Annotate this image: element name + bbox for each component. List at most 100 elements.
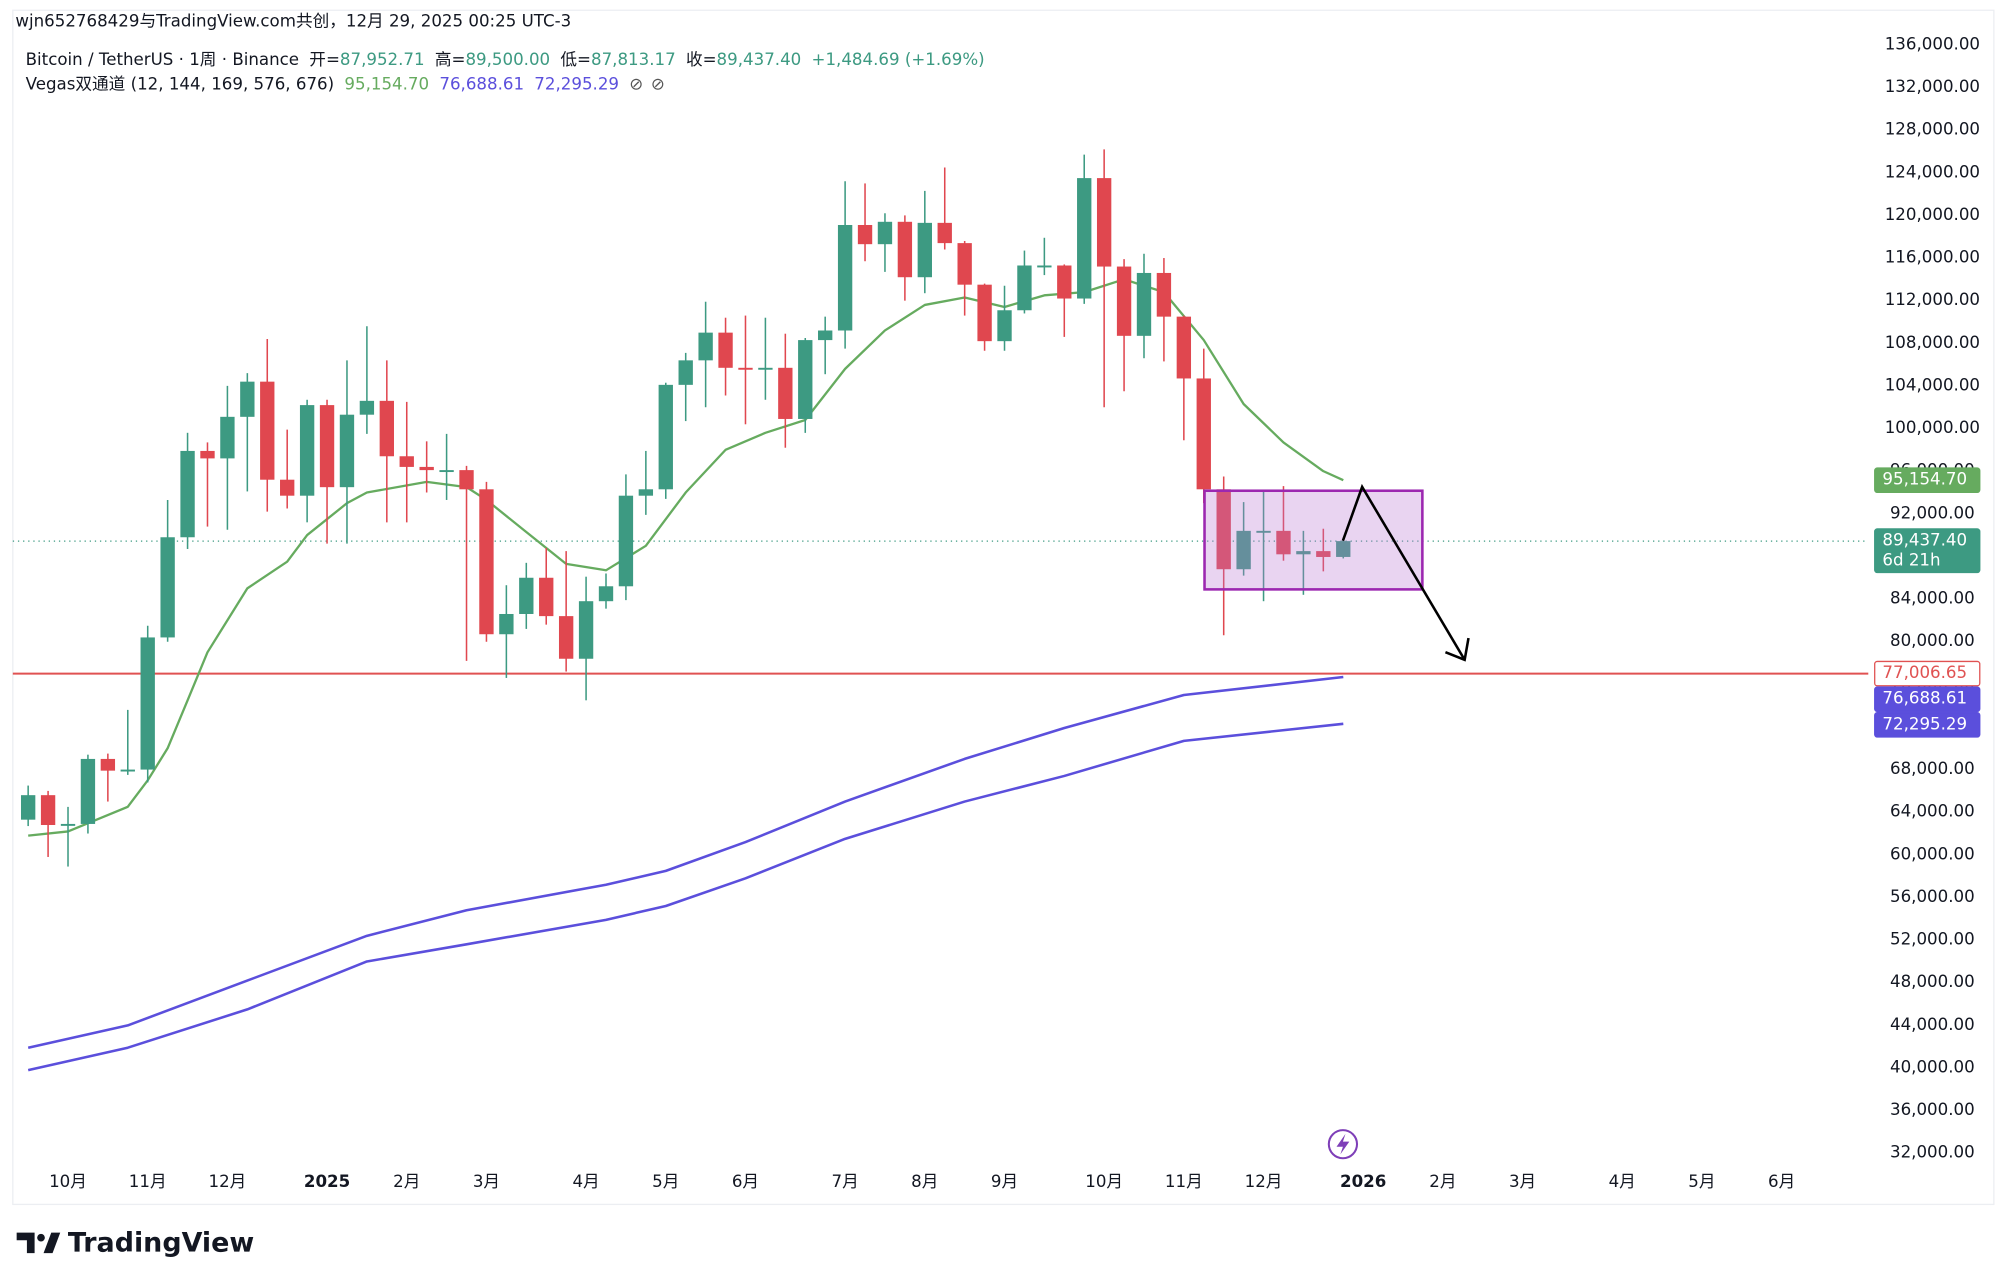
y-tick-label: 56,000.00 [1890,887,1975,906]
x-tick-label: 10月 [1085,1172,1123,1191]
countdown: 6d 21h [1882,550,1940,569]
candle-body [1196,378,1211,490]
x-tick-label: 11月 [1165,1172,1203,1191]
y-tick-label: 44,000.00 [1890,1015,1975,1034]
candle-body [638,489,654,496]
candle-body [60,823,76,826]
candle-body [718,332,733,368]
alert-bolt [1336,1133,1350,1155]
candle-body [618,495,634,587]
candle-body [997,310,1012,342]
legend-value: 89,500.00 [465,50,550,69]
legend-label: 高= [435,50,466,69]
y-tick-label: 132,000.00 [1885,77,1980,96]
arrow-head [1444,637,1470,662]
candle-body [917,222,932,278]
candle-body [1236,530,1251,570]
candle-body [459,470,474,490]
candle-body [240,381,255,417]
x-tick-label: 6月 [1768,1172,1795,1191]
y-tick-label: 60,000.00 [1890,844,1975,863]
x-tick-label: 11月 [129,1172,167,1191]
candle-body [1116,266,1132,336]
candle-body [877,221,893,245]
x-tick-label: 12月 [1245,1172,1283,1191]
candle-body [1296,551,1311,555]
candle-body [319,405,335,488]
candle-body [1176,316,1192,379]
candle-body [558,616,574,659]
candle-body [778,367,793,419]
candle-body [738,367,753,370]
legend-indicator: Vegas双通道 (12, 144, 169, 576, 676) 95,154.… [26,74,665,93]
candle-body [20,795,36,820]
candle-body [1156,272,1172,317]
y-tick-label: 124,000.00 [1885,162,1980,181]
candle-body [519,577,534,614]
candle-body [260,381,275,480]
logo-mark [43,1232,61,1254]
legend-symbol: Bitcoin / TetherUS · 1周 · Binance [26,50,299,69]
x-tick-label: 2026 [1340,1172,1386,1191]
y-tick-label: 68,000.00 [1890,759,1975,778]
y-tick-label: 52,000.00 [1890,930,1975,949]
indicator-title: Vegas双通道 (12, 144, 169, 576, 676) [26,74,335,93]
indicator-value: 76,688.61 [439,74,524,93]
y-tick-label: 64,000.00 [1890,802,1975,821]
indicator-value: 72,295.29 [534,74,619,93]
plot [12,149,1869,1072]
candle-body [658,384,673,490]
y-tick-label: 120,000.00 [1885,205,1980,224]
candle-body [140,637,155,770]
candle-body [419,466,434,471]
indicator-value: 95,154.70 [344,74,429,93]
candle-body [120,769,135,772]
y-tick-label: 112,000.00 [1885,290,1980,309]
indicator-settings: ⊘ [651,74,665,93]
logo-dot [37,1233,45,1242]
candle-body [578,601,594,659]
legend-label: 开= [309,50,340,69]
x-tick-label: 4月 [572,1172,599,1191]
candle-body [1216,489,1231,570]
candle-body [1276,530,1291,555]
x-tick-label: 10月 [49,1172,87,1191]
indicator-hide: ⊘ [629,74,643,93]
legend-label: 低= [560,50,591,69]
legend-change: +1,484.69 (+1.69%) [812,50,985,69]
candle-body [1136,272,1152,336]
candle-body [977,284,992,342]
x-tick-label: 6月 [732,1172,759,1191]
x-tick-label: 5月 [1688,1172,1715,1191]
x-tick-label: 9月 [991,1172,1018,1191]
price-tag-text: 89,437.40 [1882,531,1967,550]
range-box [1203,489,1424,591]
candle-body [897,221,913,278]
indicator-line [27,722,1344,1072]
candle-body [1096,178,1112,267]
candle-body [180,450,195,538]
candle-body [758,367,773,370]
legend-value: 89,437.40 [717,50,802,69]
candle-body [1017,265,1032,311]
y-tick-label: 108,000.00 [1885,333,1980,352]
projection-arrow [1341,483,1466,661]
x-tick-label: 8月 [911,1172,938,1191]
legend-value: 87,813.17 [591,50,676,69]
price-tag-text: 72,295.29 [1882,714,1967,733]
y-tick-label: 84,000.00 [1890,589,1975,608]
alert-icon[interactable] [1327,1129,1359,1160]
price-tag [1874,686,1981,713]
candle-body [359,400,375,415]
candle-body [818,330,833,341]
y-tick-label: 48,000.00 [1890,972,1975,991]
x-tick-label: 2月 [393,1172,420,1191]
y-tick-label: 40,000.00 [1890,1057,1975,1076]
candle-body [798,340,813,419]
header: wjn652768429与TradingView.com共创，12月 29, 2… [15,11,571,30]
price-tag [1874,528,1981,574]
x-tick-label: 2月 [1429,1172,1456,1191]
